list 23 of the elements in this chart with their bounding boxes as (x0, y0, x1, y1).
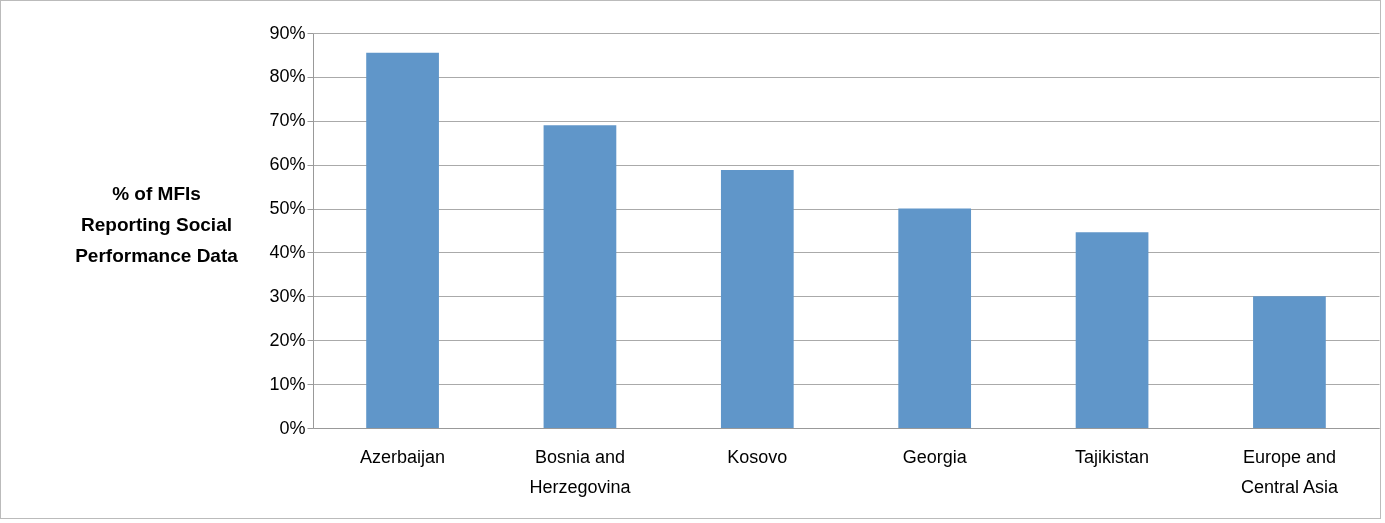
y-tick-label: 90% (269, 22, 306, 43)
y-tick-label: 0% (279, 417, 306, 438)
bar (1075, 232, 1149, 428)
x-tick-label: Bosnia and Herzegovina (529, 446, 632, 497)
y-tick-label: 10% (269, 373, 306, 394)
x-tick-label: Kosovo (727, 446, 788, 467)
y-tick-label: 20% (269, 329, 306, 350)
x-tick-label: Tajikistan (1075, 446, 1150, 467)
y-tick-label: 50% (269, 198, 306, 219)
x-tick-label: Georgia (902, 446, 968, 467)
y-tick-label: 60% (269, 154, 306, 175)
y-tick-label: 40% (269, 241, 306, 262)
y-tick-label: 30% (269, 285, 306, 306)
bar (898, 208, 972, 428)
bar (720, 169, 794, 428)
y-axis-title: % of MFIs Reporting Social Performance Data (75, 182, 239, 266)
y-tick-label: 70% (269, 110, 306, 131)
bar (366, 52, 439, 428)
bar (543, 125, 617, 428)
bar (1253, 296, 1326, 428)
x-tick-label: Azerbaijan (360, 446, 446, 467)
x-tick-label: Europe and Central Asia (1240, 446, 1339, 497)
y-tick-label: 80% (269, 66, 306, 87)
